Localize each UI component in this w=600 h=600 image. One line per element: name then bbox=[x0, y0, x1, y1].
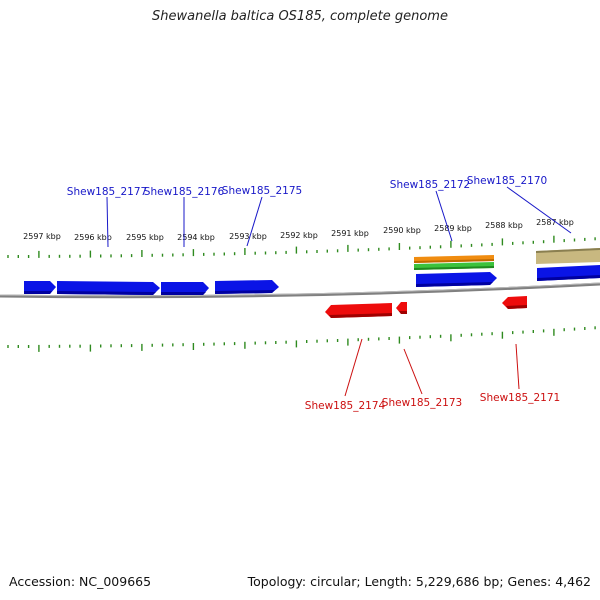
map-title: Shewanella baltica OS185, complete genom… bbox=[152, 9, 448, 24]
gene-label[interactable]: Shew185_2176 bbox=[144, 186, 225, 198]
forward-callouts bbox=[106, 186, 572, 248]
forward-gene[interactable] bbox=[161, 282, 209, 295]
scale-labels: 2597 kbp 2596 kbp 2595 kbp 2594 kbp 2593… bbox=[23, 218, 574, 242]
scale-label: 2591 kbp bbox=[331, 229, 369, 238]
scale-label: 2593 kbp bbox=[229, 232, 267, 241]
gene-label[interactable]: Shew185_2172 bbox=[390, 179, 470, 191]
forward-genes bbox=[24, 265, 600, 295]
gene-label[interactable]: Shew185_2170 bbox=[467, 175, 547, 187]
gene-label[interactable]: Shew185_2171 bbox=[480, 392, 560, 404]
feature-tan-top bbox=[536, 248, 600, 253]
scale-label: 2589 kbp bbox=[434, 224, 472, 233]
gene-label[interactable]: Shew185_2173 bbox=[382, 397, 462, 409]
scale-label: 2590 kbp bbox=[383, 226, 421, 235]
gene-label[interactable]: Shew185_2174 bbox=[305, 400, 386, 412]
scale-label: 2595 kbp bbox=[126, 233, 164, 242]
forward-tick-track bbox=[7, 235, 596, 258]
reverse-gene-labels: Shew185_2174 Shew185_2173 Shew185_2171 bbox=[305, 392, 560, 412]
reverse-gene-shading bbox=[329, 305, 527, 318]
scale-label: 2594 kbp bbox=[177, 233, 215, 242]
reverse-callouts bbox=[344, 338, 520, 397]
forward-gene[interactable] bbox=[24, 281, 56, 294]
feature-green-shade bbox=[414, 266, 494, 270]
scale-label: 2592 kbp bbox=[280, 231, 318, 240]
accession-text: Accession: NC_009665 bbox=[9, 574, 152, 589]
forward-gene-shading bbox=[24, 275, 600, 295]
gene-label[interactable]: Shew185_2177 bbox=[67, 186, 147, 198]
scale-label: 2596 kbp bbox=[74, 233, 112, 242]
reverse-tick-track bbox=[7, 326, 596, 352]
scale-label: 2587 kbp bbox=[536, 218, 574, 227]
scale-label: 2597 kbp bbox=[23, 232, 61, 241]
scale-label: 2588 kbp bbox=[485, 221, 523, 230]
genome-backbone-highlight bbox=[0, 282, 600, 297]
gene-label[interactable]: Shew185_2175 bbox=[222, 185, 302, 197]
feature-orange-shade bbox=[414, 259, 494, 263]
genome-backbone bbox=[0, 282, 600, 299]
topology-text: Topology: circular; Length: 5,229,686 bp… bbox=[247, 574, 591, 589]
forward-gene-labels: Shew185_2177 Shew185_2176 Shew185_2175 S… bbox=[67, 175, 547, 198]
